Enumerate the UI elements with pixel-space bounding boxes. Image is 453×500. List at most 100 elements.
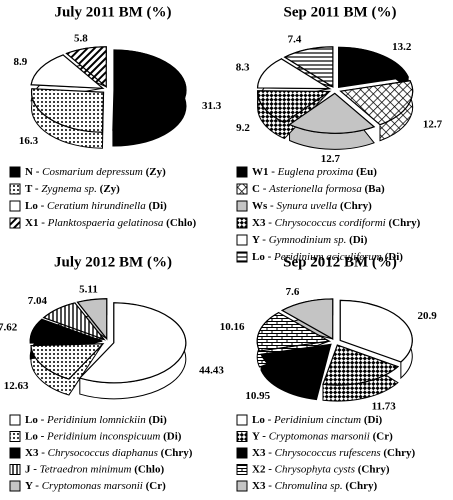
value-label: 5.8 [74,32,88,44]
legend-entry: N - Cosmarium depressum (Zy) [25,166,166,178]
legend-group: (Chry) [358,463,390,475]
slice [288,92,376,134]
slice [30,54,105,89]
legend-code: X3 [252,447,266,459]
slice [78,302,187,384]
legend-group: (Chry) [340,200,372,212]
legend-species: Gymnodinium sp. [269,234,347,246]
value-label: 7.62 [0,322,18,334]
legend-code: Y [252,430,260,442]
value-label: 7.4 [288,34,302,46]
legend-swatch [236,251,248,263]
legend-swatch [236,431,248,442]
legend-entry: X1 - Planktospaeria gelatinosa (Chlo) [25,217,196,229]
value-label: 16.3 [19,135,39,147]
legend-group: (Chry) [161,447,193,459]
legend-entry: J - Tetraedron minimum (Chlo) [25,463,164,475]
legend-entry: X3 - Chrysococcus diaphanus (Chry) [25,447,193,459]
value-label: 8.3 [236,61,250,73]
legend-code: X3 [252,217,266,229]
legend-species: Ceratium hirundinella [47,200,146,212]
legend-entry: X3 - Chrysococcus rufescens (Chry) [252,447,415,459]
legend-code: Y [252,234,260,246]
value-label: 13.2 [392,41,412,53]
legend-species: Chrysococcus cordiformi [275,217,386,229]
legend-group: (Di) [148,200,167,212]
legend-group: (Di) [349,234,368,246]
chart-title: Sep 2011 BM (%) [284,4,397,20]
slice [256,311,332,352]
pie-panel: July 2011 BM (%) 31.3 16.3 8.9 5.8 N - Cosmar… [9,4,222,229]
legend-code: Lo [252,414,265,426]
legend-group: (Cr) [373,430,393,442]
legend-group: (Chry) [388,217,420,229]
legend-entry: Y - Gymnodinium sp. (Di) [252,234,368,246]
legend-species: Peridinium inconspicuum [46,430,160,442]
legend-code: Y [25,480,33,492]
pie-panel: Sep 2011 BM (%) 13.2 12.7 12.7 9.2 8.3 7.4 W1 -… [236,4,443,262]
slice [338,46,410,89]
slice [283,46,334,88]
value-label: 7.04 [28,295,48,307]
value-label: 10.95 [245,390,270,402]
legend-entry: Lo - Peridinium lomnickiin (Di) [25,414,167,426]
legend-species: Peridinium aciculiferum [273,251,382,263]
legend-swatch [236,200,248,212]
legend-group: (Zy) [146,166,167,178]
legend-code: Lo [25,414,38,426]
legend-entry: Y - Cryptomonas marsonii (Cr) [252,430,393,442]
legend-species: Planktospaeria gelatinosa [47,217,164,229]
slice [30,343,105,380]
legend-entry: Lo - Peridinium inconspicuum (Di) [25,430,182,442]
legend-species: Chrysococcus diaphanus [48,447,158,459]
legend-code: T [25,183,33,195]
legend-swatch [9,183,21,195]
legend-group: (Di) [385,251,404,263]
legend-swatch [236,217,248,229]
chart-title: July 2012 BM (%) [54,254,172,270]
slice [280,298,334,340]
legend-swatch [236,183,248,195]
legend-species: Chrysococcus rufescens [275,447,381,459]
value-label: 31.3 [202,100,222,112]
legend-entry: C - Asterionella formosa (Ba) [252,183,385,195]
legend-swatch [9,431,21,442]
chart-title: Sep 2012 BM (%) [283,254,397,270]
value-label: 44.43 [199,365,224,377]
legend-species: Cryptomonas marsonii [42,480,143,492]
legend-swatch [236,166,248,178]
legend-entry: W1 - Euglena proxima (Eu) [252,166,377,178]
legend-swatch [9,166,21,178]
legend-species: Cryptomonas marsonii [269,430,370,442]
legend-entry: X2 - Chrysophyta cysts (Chry) [252,463,390,475]
legend-code: X3 [25,447,39,459]
slice [260,343,332,385]
legend-group: (Di) [163,430,182,442]
legend-species: Tetraedron minimum [40,463,132,475]
legend-entry: X3 - Chrysococcus cordiformi (Chry) [252,217,421,229]
legend-entry: X3 - Chromulina sp. (Chry) [252,480,378,492]
legend-species: Asterionella formosa [268,183,362,195]
legend-group: (Cr) [146,480,166,492]
legend-swatch [9,200,21,212]
legend-swatch [9,414,21,426]
legend-swatch [9,217,21,229]
legend-entry: Lo - Ceratium hirundinella (Di) [25,200,167,212]
legend-group: (Chlo) [166,217,196,229]
legend-code: X2 [252,463,266,475]
legend-entry: Ws - Synura uvella (Chry) [252,200,372,212]
legend-code: W1 [252,166,269,178]
legend-swatch [236,414,248,426]
value-label: 12.63 [4,380,29,392]
value-label: 20.9 [417,310,437,322]
legend-species: Euglena proxima [277,166,354,178]
value-label: 10.16 [220,321,245,333]
legend-entry: Lo - Peridinium cinctum (Di) [252,414,383,426]
legend-code: Lo [25,200,38,212]
legend-species: Synura uvella [276,200,337,212]
chart-title: July 2011 BM (%) [54,4,171,20]
legend-code: Lo [252,251,265,263]
slice [256,90,332,124]
value-label: 12.7 [321,153,341,165]
